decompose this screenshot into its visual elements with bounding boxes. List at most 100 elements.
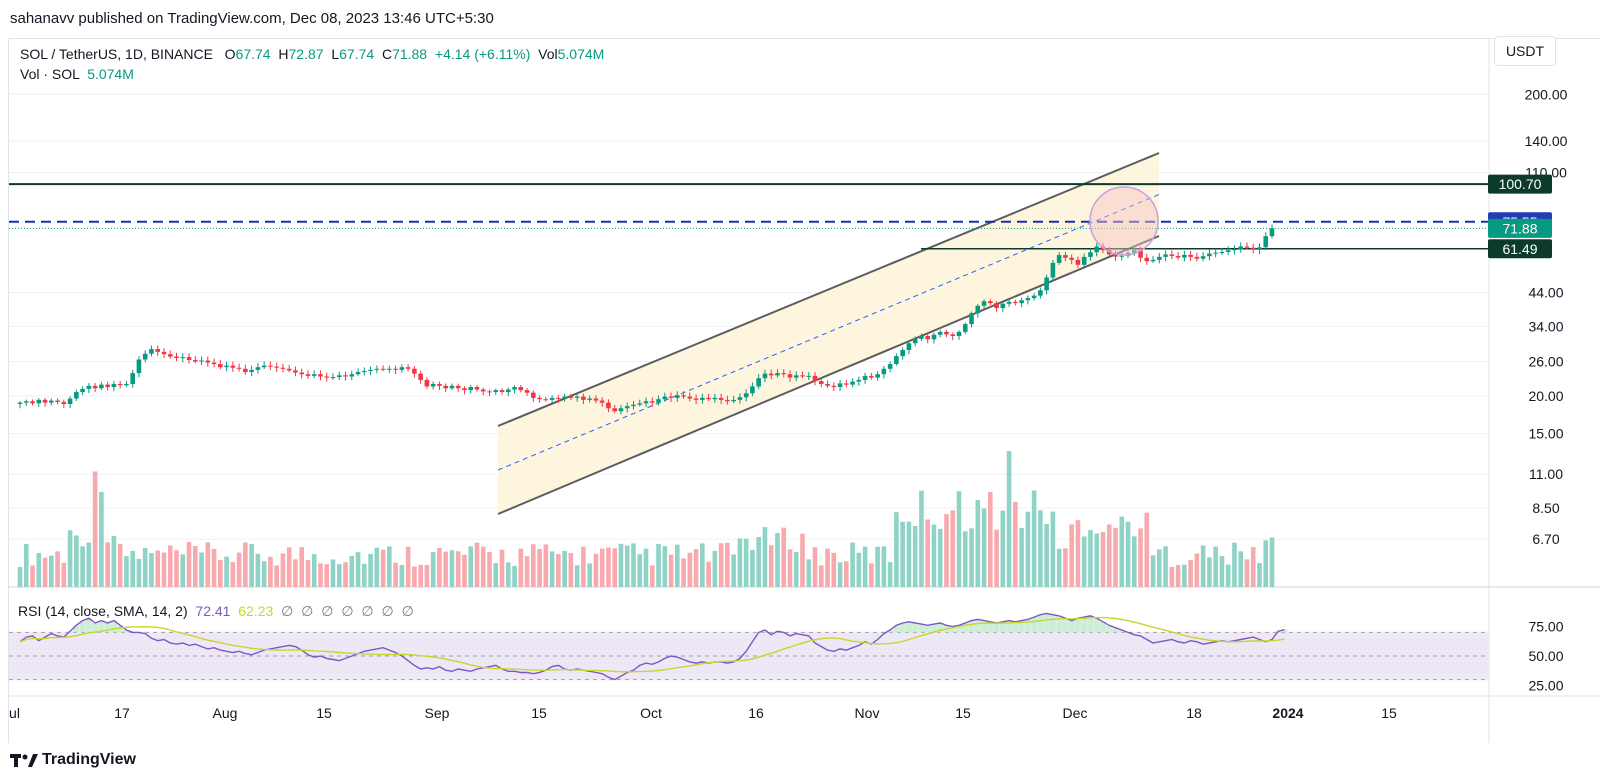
candle-body bbox=[1194, 256, 1200, 259]
volume-bar bbox=[712, 550, 718, 587]
candle-body bbox=[606, 402, 611, 409]
price-tick-label: 11.00 bbox=[1529, 466, 1563, 482]
volume-bar bbox=[268, 556, 273, 587]
candle-body bbox=[631, 404, 636, 407]
candle-body bbox=[1225, 250, 1231, 252]
volume-bar bbox=[124, 556, 129, 587]
volume-bar bbox=[912, 525, 918, 587]
volume-bar bbox=[167, 545, 173, 587]
candle-body bbox=[1069, 257, 1074, 260]
time-tick-label: Nov bbox=[855, 705, 880, 721]
volume-bar bbox=[1163, 546, 1168, 587]
candle-body bbox=[480, 389, 486, 392]
volume-bar bbox=[862, 546, 868, 587]
volume-bar bbox=[1144, 512, 1150, 587]
volume-bar bbox=[1175, 564, 1181, 587]
candle-body bbox=[1200, 256, 1206, 259]
volume-bar bbox=[1044, 524, 1049, 587]
candle-body bbox=[1257, 247, 1262, 250]
candle-body bbox=[318, 374, 323, 377]
chart-frame[interactable]: 200.00 140.00 110.00 44.00 34.00 26.00 20.00 15… bbox=[2, 38, 1600, 743]
volume-bar bbox=[906, 521, 912, 587]
candle-body bbox=[568, 396, 574, 398]
candle-body bbox=[192, 360, 198, 362]
candle-body bbox=[136, 359, 142, 374]
volume-bar bbox=[900, 521, 905, 587]
volume-bar bbox=[243, 542, 248, 587]
candle-body bbox=[30, 401, 35, 404]
currency-button[interactable]: USDT bbox=[1494, 36, 1556, 66]
volume-bar bbox=[1207, 557, 1212, 587]
candle-body bbox=[1119, 255, 1125, 257]
volume-bar bbox=[468, 546, 474, 587]
volume-bar bbox=[1232, 542, 1237, 587]
volume-bar bbox=[869, 563, 874, 587]
candle-body bbox=[474, 387, 480, 390]
volume-bar bbox=[981, 508, 987, 587]
candle-body bbox=[355, 372, 361, 375]
volume-bar bbox=[474, 542, 480, 587]
candle-body bbox=[1056, 255, 1062, 263]
candle-body bbox=[274, 366, 279, 368]
candle-body bbox=[399, 367, 405, 370]
candle-body bbox=[412, 368, 417, 374]
candle-body bbox=[988, 301, 993, 304]
candle-body bbox=[1019, 300, 1024, 304]
volume-bar bbox=[931, 524, 937, 587]
volume-bar bbox=[280, 553, 286, 587]
candle-body bbox=[236, 367, 242, 369]
volume-bar bbox=[192, 546, 198, 587]
rsi-indicator-label[interactable]: RSI (14, close, SMA, 14, 2) bbox=[18, 603, 188, 619]
volume-bar bbox=[105, 542, 110, 587]
candle-body bbox=[55, 400, 60, 402]
candle-body bbox=[912, 338, 918, 344]
volume-bar bbox=[543, 544, 549, 587]
candle-body bbox=[556, 397, 561, 399]
candle-body bbox=[23, 401, 29, 403]
price-label-text: 71.88 bbox=[1502, 220, 1537, 236]
volume-bar bbox=[599, 548, 605, 587]
candle-body bbox=[1182, 254, 1187, 258]
candle-body bbox=[1063, 255, 1068, 258]
candle-body bbox=[111, 384, 117, 388]
volume-bar bbox=[405, 546, 411, 587]
volume-bar bbox=[136, 558, 142, 587]
candle-body bbox=[756, 378, 761, 387]
price-label-badge bbox=[1488, 239, 1552, 259]
candle-body bbox=[875, 374, 880, 378]
candle-body bbox=[662, 396, 668, 400]
candle-body bbox=[230, 365, 236, 368]
candle-body bbox=[512, 387, 517, 390]
candle-body bbox=[887, 364, 893, 369]
candle-body bbox=[925, 335, 930, 340]
volume-bar bbox=[480, 546, 486, 587]
candle-body bbox=[537, 397, 542, 400]
candle-body bbox=[161, 351, 167, 355]
volume-bar bbox=[462, 554, 467, 587]
volume-bar bbox=[86, 542, 92, 587]
volume-bar bbox=[42, 557, 48, 587]
volume-bar bbox=[531, 544, 536, 587]
rsi-sma-line bbox=[19, 616, 1285, 673]
candle-body bbox=[155, 349, 161, 352]
volume-bar bbox=[305, 559, 311, 587]
channel-mid-line bbox=[497, 194, 1160, 471]
candle-body bbox=[1025, 298, 1031, 301]
volume-bar bbox=[812, 547, 818, 587]
candle-body bbox=[693, 398, 699, 400]
candle-body bbox=[1094, 246, 1100, 253]
candle-body bbox=[174, 356, 179, 359]
candle-body bbox=[324, 376, 330, 378]
volume-bar bbox=[1200, 545, 1206, 587]
volume-bar bbox=[1006, 451, 1012, 587]
chart-canvas[interactable]: 200.00140.00110.0044.0034.0026.0020.0015… bbox=[2, 39, 1600, 743]
candle-body bbox=[718, 397, 724, 400]
price-tick-label: 26.00 bbox=[1528, 354, 1563, 370]
candle-body bbox=[812, 375, 818, 382]
candle-body bbox=[781, 373, 787, 375]
volume-bar bbox=[1119, 516, 1125, 587]
price-tick-label: 6.70 bbox=[1532, 531, 1559, 547]
volume-bar bbox=[343, 562, 348, 587]
candle-body bbox=[505, 389, 511, 393]
candle-body bbox=[1144, 257, 1150, 262]
